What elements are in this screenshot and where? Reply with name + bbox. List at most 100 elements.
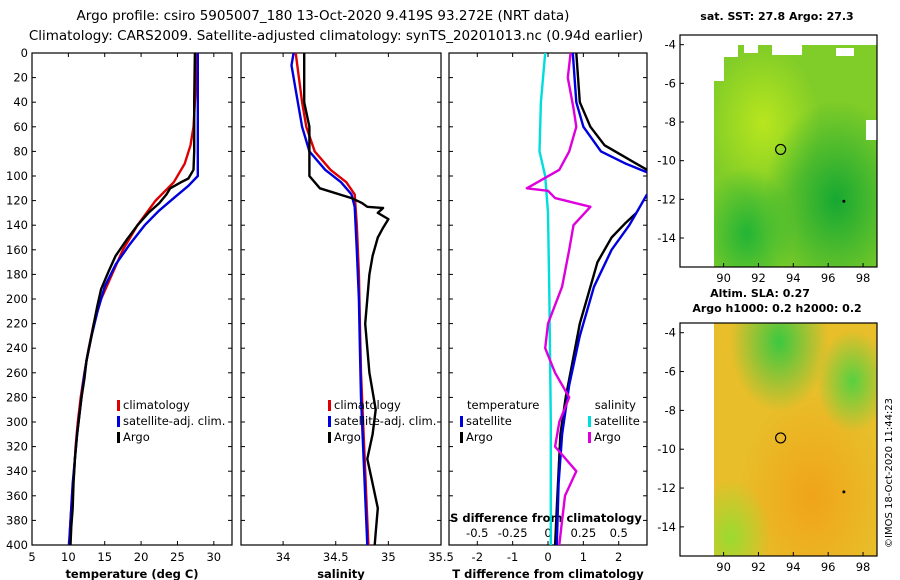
diff-series-3 xyxy=(555,193,647,545)
credit-stamp: ©IMOS 18-Oct-2020 11:44:23 xyxy=(884,398,895,548)
legend-swatch-satellite xyxy=(328,416,331,427)
sst-map-land-gap-1 xyxy=(680,45,714,267)
diff-legend-swatch-s-sat xyxy=(588,416,591,427)
nearby-profile-dot xyxy=(842,199,846,203)
legend-label-climatology: climatology xyxy=(123,398,190,412)
diff-series-4 xyxy=(538,53,552,545)
depth-tick-label: 340 xyxy=(6,464,28,478)
diff-x-tick-label: 0 xyxy=(544,550,551,564)
depth-tick-label: 320 xyxy=(6,440,28,454)
map-y-tick-label: -12 xyxy=(657,192,676,206)
legend-label-argo: Argo xyxy=(123,430,150,444)
sal-series-group xyxy=(290,53,390,545)
depth-tick-label: 0 xyxy=(21,46,28,60)
map-x-tick-label: 90 xyxy=(716,560,731,574)
sal-x-tick-label: 34.5 xyxy=(323,550,349,564)
sla-map-land-gap xyxy=(680,323,714,556)
figure-title-line1: Argo profile: csiro 5905007_180 13-Oct-2… xyxy=(77,8,570,24)
nearby-profile-dot xyxy=(842,490,846,494)
sst-map-tone-3 xyxy=(714,45,877,267)
depth-tick-label: 260 xyxy=(6,366,28,380)
map-y-tick-label: -10 xyxy=(657,442,676,456)
sst-map-land-gap-5 xyxy=(714,57,724,81)
sst-map-land-gap-6 xyxy=(866,120,877,140)
map-y-tick-label: -4 xyxy=(665,38,676,52)
diff-s-tick-label: -0.25 xyxy=(498,526,528,540)
map-x-tick-label: 98 xyxy=(856,560,871,574)
depth-tick-label: 120 xyxy=(6,194,28,208)
temp-x-tick-label: 25 xyxy=(170,550,185,564)
diff-legend-swatch-t-sat xyxy=(460,416,463,427)
temp-series-climatology xyxy=(67,53,198,545)
map-y-tick-label: -10 xyxy=(657,154,676,168)
diff-x-tick-label: -1 xyxy=(507,550,518,564)
map-x-tick-label: 96 xyxy=(821,560,836,574)
map-y-tick-label: -14 xyxy=(657,231,676,245)
diff-series-0 xyxy=(571,53,647,174)
temp-x-tick-label: 20 xyxy=(134,550,149,564)
diff-legend-sal-heading: salinity xyxy=(595,398,636,412)
diff-legend-temp-heading: temperature xyxy=(467,398,539,412)
temp-x-tick-label: 30 xyxy=(206,550,221,564)
legend-swatch-climatology xyxy=(328,400,331,411)
sla-map-panel: Altim. SLA: 0.27 Argo h1000: 0.2 h2000: … xyxy=(657,287,878,574)
depth-tick-label: 280 xyxy=(6,390,28,404)
diff-legend-swatch-t-argo xyxy=(460,432,463,443)
map-y-tick-label: -8 xyxy=(665,115,676,129)
temp-series-group xyxy=(67,53,199,545)
depth-tick-label: 100 xyxy=(6,169,28,183)
diff-x-axis-label: T difference from climatology xyxy=(452,567,644,580)
diff-x-tick-label: -2 xyxy=(472,550,483,564)
diff-s-tick-label: 0.25 xyxy=(571,526,597,540)
diff-frame xyxy=(448,52,648,546)
diff-s-axis-label: S difference from climatology xyxy=(450,511,642,525)
salinity-panel: 34 34.5 35 35.5 salinity climatology satellite… xyxy=(240,52,454,580)
legend-label-climatology: climatology xyxy=(334,398,401,412)
map-y-tick-label: -14 xyxy=(657,520,676,534)
profile-location-marker xyxy=(775,432,787,444)
temp-x-tick-label: 10 xyxy=(61,550,76,564)
diff-legend-s-argo: Argo xyxy=(594,430,621,444)
depth-tick-label: 20 xyxy=(13,71,28,85)
legend-label-satellite: satellite-adj. clim. xyxy=(123,414,225,428)
sst-map-land-gap-4 xyxy=(772,45,802,55)
temp-series-satellite xyxy=(67,53,199,545)
temp-x-axis-label: temperature (deg C) xyxy=(65,567,198,580)
map-y-tick-label: -4 xyxy=(665,326,676,340)
map-x-tick-label: 92 xyxy=(751,560,766,574)
difference-panel: -2 -1 0 1 2 T difference from climatology -0.5… xyxy=(448,52,648,580)
diff-s-tick-label: -0.5 xyxy=(466,526,488,540)
sla-map-tone-4 xyxy=(714,323,877,556)
depth-tick-label: 140 xyxy=(6,218,28,232)
legend-label-argo: Argo xyxy=(334,430,361,444)
sal-x-tick-label: 35 xyxy=(381,550,396,564)
figure-title-line2: Climatology: CARS2009. Satellite-adjuste… xyxy=(29,28,643,44)
diff-s-tick-label: 0.5 xyxy=(610,526,628,540)
sst-map-title: sat. SST: 27.8 Argo: 27.3 xyxy=(700,10,853,23)
diff-x-tick-label: 1 xyxy=(580,550,587,564)
sla-map-subtitle: Argo h1000: 0.2 h2000: 0.2 xyxy=(692,302,861,315)
diff-legend-s-sat: satellite xyxy=(594,414,640,428)
map-x-tick-label: 96 xyxy=(821,271,836,285)
depth-tick-label: 200 xyxy=(6,292,28,306)
legend-swatch-satellite xyxy=(117,416,120,427)
legend-swatch-argo xyxy=(117,432,120,443)
depth-tick-label: 60 xyxy=(13,120,28,134)
sal-series-climatology xyxy=(294,53,370,545)
depth-tick-label: 40 xyxy=(13,95,28,109)
depth-tick-label: 240 xyxy=(6,341,28,355)
sst-map-land-gap-3 xyxy=(744,45,758,53)
map-x-tick-label: 90 xyxy=(716,271,731,285)
sst-map-axes: 90 92 94 96 98 -4 -6 -8 -10 -12 -14 xyxy=(657,34,878,285)
diff-series-1 xyxy=(575,53,647,171)
diff-x-tick-label: 2 xyxy=(615,550,622,564)
map-frame xyxy=(679,34,878,268)
depth-tick-label: 380 xyxy=(6,513,28,527)
sal-series-argo xyxy=(303,53,390,545)
sal-series-satellite xyxy=(290,53,369,545)
depth-tick-label: 360 xyxy=(6,489,28,503)
depth-tick-label: 400 xyxy=(6,538,28,552)
diff-legend-swatch-s-argo xyxy=(588,432,591,443)
map-x-tick-label: 94 xyxy=(786,271,801,285)
